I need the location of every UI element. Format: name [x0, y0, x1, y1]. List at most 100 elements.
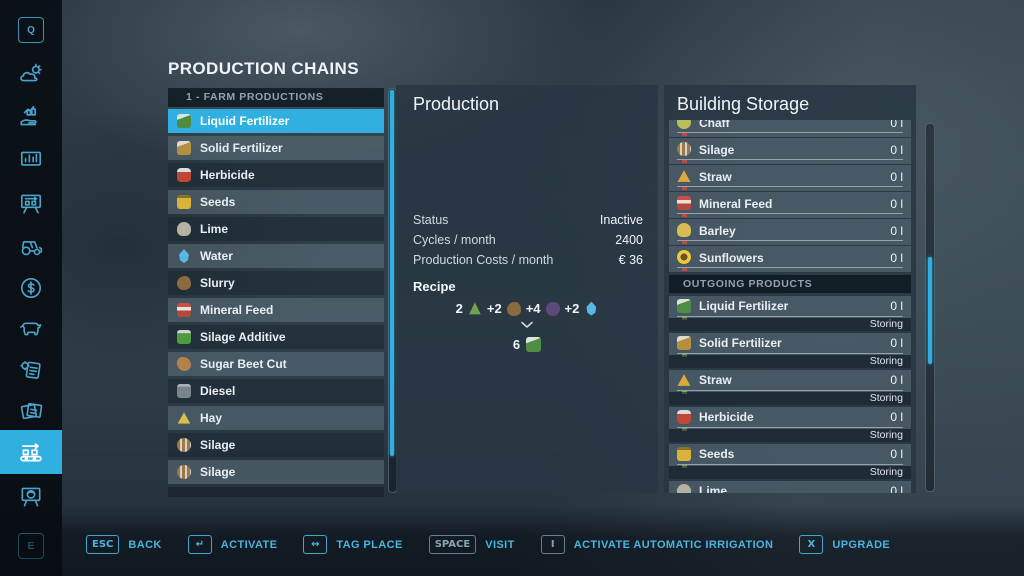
list-item-lime[interactable]: Lime: [168, 217, 384, 241]
grass-icon: [468, 302, 481, 315]
fill-marker: [682, 214, 687, 217]
maps-icon: [20, 402, 43, 420]
storage-row-sunflowers: Sunflowers 0 l: [669, 246, 911, 272]
status-badge: Storing: [869, 392, 903, 404]
sidebar-item-map-board[interactable]: [0, 474, 62, 518]
animals-icon: [20, 322, 42, 336]
sidebar-item-animals[interactable]: [0, 306, 62, 350]
q-key-icon: Q: [18, 17, 44, 43]
sidebar-item-prev-menu[interactable]: Q: [0, 8, 62, 52]
stat-status: Status Inactive: [413, 213, 643, 233]
list-item-seeds[interactable]: Seeds: [168, 190, 384, 214]
slurry-icon: [177, 276, 191, 290]
water-icon: [586, 301, 597, 316]
list-item-silage-additive[interactable]: Silage Additive: [168, 325, 384, 349]
status-badge: Storing: [869, 466, 903, 478]
list-item-sugar-beet-cut[interactable]: Sugar Beet Cut: [168, 352, 384, 376]
storage-scrollbar[interactable]: [925, 123, 935, 492]
list-item-herbicide[interactable]: Herbicide: [168, 163, 384, 187]
production-list-header: 1 - FARM PRODUCTIONS: [168, 88, 384, 107]
silage-icon: [677, 142, 691, 156]
esc-key-icon: ESC: [86, 535, 120, 554]
building-storage-panel: Building Storage Chaff 0 l Silage 0 l Stra…: [664, 85, 916, 493]
hint-automatic-irrigation[interactable]: I ACTIVATE AUTOMATIC IRRIGATION: [540, 535, 774, 554]
recipe-inputs: 2 +2 +4 +2: [396, 301, 658, 316]
sidebar-item-vehicles[interactable]: [0, 224, 62, 268]
production-board-icon: [20, 194, 42, 214]
list-item-solid-fertilizer[interactable]: Solid Fertilizer: [168, 136, 384, 160]
recipe-arrow: [396, 321, 658, 329]
hint-back[interactable]: ESC BACK: [86, 535, 162, 554]
sugar-beet-cut-icon: [177, 357, 191, 371]
liquid-fertilizer-icon: [177, 114, 191, 128]
sidebar-item-production-board[interactable]: [0, 181, 62, 225]
list-item-diesel[interactable]: Diesel: [168, 379, 384, 403]
recipe-output: 6: [396, 337, 658, 352]
hay-icon: [177, 412, 191, 424]
e-key-icon: E: [18, 533, 44, 559]
sidebar-item-statistics[interactable]: [0, 138, 62, 182]
fill-marker: [682, 268, 687, 271]
sidebar-item-interact[interactable]: E: [0, 524, 62, 568]
list-item-slurry[interactable]: Slurry: [168, 271, 384, 295]
sidebar-item-farm-overview[interactable]: [0, 95, 62, 139]
storage-list[interactable]: Chaff 0 l Silage 0 l Straw 0 l Mineral Feed…: [669, 120, 911, 493]
liquid-fertilizer-icon: [526, 337, 542, 352]
slurry-icon: [506, 301, 521, 316]
silage-icon: [177, 438, 191, 452]
recipe-label: Recipe: [413, 279, 456, 294]
contracts-icon: [20, 360, 41, 379]
list-item-hay[interactable]: Hay: [168, 406, 384, 430]
list-item-water[interactable]: Water: [168, 244, 384, 268]
sidebar-item-contracts[interactable]: [0, 348, 62, 392]
seeds-icon: [677, 447, 691, 461]
production-panel: Production Status Inactive Cycles / month…: [396, 85, 658, 493]
list-scrollbar-thumb[interactable]: [390, 90, 394, 456]
storage-scrollbar-thumb[interactable]: [927, 257, 932, 364]
storage-row-silage: Silage 0 l: [669, 138, 911, 164]
hint-activate[interactable]: ↵ ACTIVATE: [187, 535, 278, 554]
weather-icon: [20, 63, 42, 82]
sidebar-item-production-chains[interactable]: [0, 430, 62, 474]
hint-visit[interactable]: SPACE VISIT: [428, 535, 515, 554]
map-board-icon: [21, 487, 41, 507]
storage-row-chaff: Chaff 0 l: [669, 120, 911, 137]
sidebar-item-maps[interactable]: [0, 389, 62, 433]
storage-row-mineral-feed: Mineral Feed 0 l: [669, 192, 911, 218]
silage-icon: [177, 465, 191, 479]
cycles-value: 2400: [615, 233, 643, 247]
hint-bar: ESC BACK ↵ ACTIVATE ↔ TAG PLACE SPACE VISIT …: [86, 535, 890, 554]
fill-marker: [682, 160, 687, 163]
straw-icon: [677, 374, 691, 386]
fill-marker: [682, 187, 687, 190]
seeds-icon: [177, 195, 191, 209]
hint-upgrade[interactable]: X UPGRADE: [799, 535, 890, 554]
status-value: Inactive: [599, 213, 643, 227]
list-item-silage-2[interactable]: Silage: [168, 460, 384, 484]
list-item-liquid-fertilizer[interactable]: Liquid Fertilizer: [168, 109, 384, 133]
sidebar-item-finances[interactable]: [0, 266, 62, 310]
i-key-icon: I: [540, 535, 565, 554]
stat-costs: Production Costs / month € 36: [413, 253, 643, 273]
production-panel-title: Production: [413, 94, 500, 114]
solid-fertilizer-icon: [677, 336, 691, 350]
outgoing-row-straw: Straw 0 l: [669, 370, 911, 394]
digestate-icon: [545, 301, 560, 316]
herbicide-icon: [677, 410, 691, 424]
barley-icon: [677, 223, 691, 237]
sidebar-item-weather[interactable]: [0, 52, 62, 96]
enter-key-icon: ↵: [187, 535, 212, 554]
status-badge: Storing: [869, 355, 903, 367]
list-item-mineral-feed[interactable]: Mineral Feed: [168, 298, 384, 322]
outgoing-row-liquid-fertilizer: Liquid Fertilizer 0 l: [669, 296, 911, 320]
sidebar: Q E: [0, 0, 62, 576]
mineral-feed-icon: [677, 196, 691, 210]
production-chains-icon: [20, 443, 42, 462]
diesel-icon: [177, 384, 191, 398]
space-key-icon: SPACE: [428, 535, 477, 554]
outgoing-row-solid-fertilizer: Solid Fertilizer 0 l: [669, 333, 911, 357]
lime-icon: [177, 222, 191, 236]
stat-cycles: Cycles / month 2400: [413, 233, 643, 253]
list-item-silage[interactable]: Silage: [168, 433, 384, 457]
hint-tag-place[interactable]: ↔ TAG PLACE: [303, 535, 402, 554]
